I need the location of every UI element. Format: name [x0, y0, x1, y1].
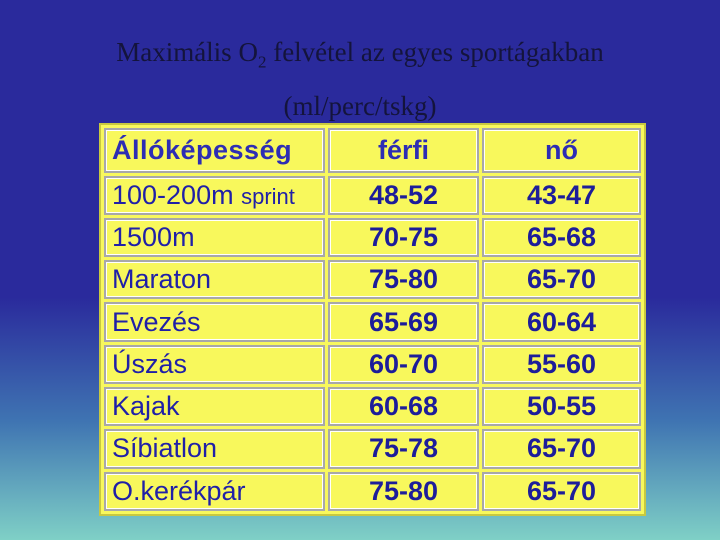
male-value: 75-80 [328, 260, 479, 300]
table-row: Kajak 60-68 50-55 [104, 387, 641, 427]
slide-title: Maximális O2 felvétel az egyes sportágak… [0, 30, 720, 128]
female-value: 65-68 [482, 217, 641, 258]
female-value: 50-55 [482, 387, 641, 427]
table-row: Maraton 75-80 65-70 [104, 260, 641, 300]
sport-name: Úszás [112, 348, 188, 379]
sport-name: Evezés [112, 306, 201, 337]
sport-cell: O.kerékpár [104, 471, 325, 511]
male-value: 60-70 [328, 344, 479, 385]
table-row: 100-200m sprint 48-52 43-47 [104, 175, 641, 215]
sport-name: Síbiatlon [112, 433, 218, 464]
sport-cell: Maraton [104, 260, 325, 300]
sport-name: 100-200m [112, 179, 234, 210]
table-row: Síbiatlon 75-78 65-70 [104, 429, 641, 469]
sport-cell: 100-200m sprint [104, 175, 325, 215]
male-value: 48-52 [328, 175, 479, 215]
female-value: 65-70 [482, 260, 641, 300]
header-row: Állóképesség férfi nő [104, 128, 641, 173]
table-row: Evezés 65-69 60-64 [104, 302, 641, 342]
female-value: 55-60 [482, 344, 641, 385]
sport-name: Maraton [112, 264, 212, 295]
title-subscript: 2 [257, 52, 267, 72]
male-value: 75-78 [328, 429, 479, 469]
table-row: 1500m 70-75 65-68 [104, 217, 641, 258]
title-text: Maximális O [116, 37, 258, 67]
sport-cell: Síbiatlon [104, 429, 325, 469]
sport-cell: Kajak [104, 387, 325, 427]
sport-cell: Úszás [104, 344, 325, 385]
sport-cell: 1500m [104, 217, 325, 258]
female-value: 65-70 [482, 471, 641, 511]
table-row: Úszás 60-70 55-60 [104, 344, 641, 385]
sport-name: 1500m [112, 222, 195, 252]
male-value: 65-69 [328, 302, 479, 342]
header-cell: nő [482, 128, 641, 173]
female-value: 60-64 [482, 302, 641, 342]
title-unit: (ml/perc/tskg) [283, 91, 437, 122]
header-cell: férfi [328, 128, 479, 173]
sport-name: O.kerékpár [112, 475, 246, 506]
sport-name: Kajak [112, 391, 180, 422]
male-value: 75-80 [328, 471, 479, 511]
female-value: 65-70 [482, 429, 641, 469]
female-value: 43-47 [482, 175, 641, 215]
title-text: felvétel az egyes sportágakban [266, 37, 604, 67]
male-value: 70-75 [328, 217, 479, 258]
sport-note: sprint [241, 183, 295, 209]
male-value: 60-68 [328, 387, 479, 427]
sport-cell: Evezés [104, 302, 325, 342]
table-row: O.kerékpár 75-80 65-70 [104, 471, 641, 511]
data-table: Állóképesség férfi nő 100-200m sprint 48-… [99, 123, 646, 516]
header-cell: Állóképesség [104, 128, 325, 173]
